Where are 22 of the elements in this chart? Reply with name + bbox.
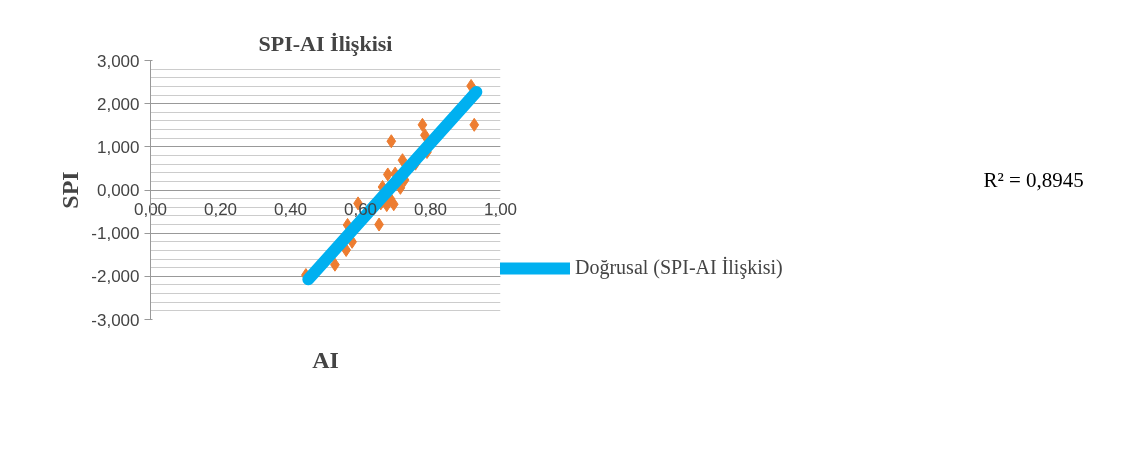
y-tick-label: 0,000: [96, 181, 140, 200]
y-tick-label: 2,000: [96, 94, 140, 114]
x-axis-title: AI: [312, 346, 339, 373]
point: [386, 134, 397, 149]
text: R² = 0,8945: [983, 167, 1084, 194]
point: [397, 153, 408, 168]
y-tick-label: 1,000: [96, 137, 140, 157]
point: [417, 117, 428, 132]
point: [469, 117, 480, 132]
x-tick-label: 0,80: [413, 199, 448, 219]
y-tick-label: -2,000: [91, 267, 140, 287]
y-tick-label: -1,000: [91, 224, 140, 244]
y-tick-label: -3,000: [91, 310, 140, 330]
x-tick-label: 0,40: [273, 199, 308, 219]
y-tick-label: 3,000: [96, 51, 140, 71]
y-axis-title: SPI: [57, 171, 84, 209]
legend-label: Doğrusal (SPI-AI İlişkisi): [575, 256, 783, 279]
chart-title: SPI-AI İlişkisi: [258, 30, 393, 56]
point: [388, 197, 399, 212]
x-tick-label: 1,00: [483, 199, 518, 219]
point: [382, 167, 393, 182]
x-tick-label: 0,20: [203, 199, 238, 219]
